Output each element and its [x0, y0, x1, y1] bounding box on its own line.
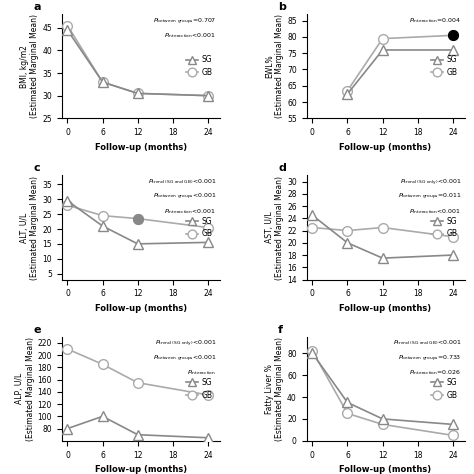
- GB: [380, 36, 385, 41]
- Text: $P_{\mathrm{between\ groups}}$<0.001: $P_{\mathrm{between\ groups}}$<0.001: [153, 354, 217, 364]
- X-axis label: Follow-up (months): Follow-up (months): [339, 465, 432, 474]
- SG: [100, 223, 105, 229]
- Text: f: f: [278, 325, 283, 335]
- Text: $P_{\mathrm{interaction}}$<0.001: $P_{\mathrm{interaction}}$<0.001: [164, 207, 217, 216]
- GB: [310, 225, 315, 230]
- GB: [135, 216, 140, 221]
- GB: [64, 23, 70, 28]
- X-axis label: Follow-up (months): Follow-up (months): [94, 465, 187, 474]
- Text: c: c: [33, 164, 40, 173]
- Line: SG: SG: [63, 196, 213, 249]
- GB: [135, 91, 140, 96]
- SG: [135, 241, 140, 246]
- SG: [380, 255, 385, 261]
- GB: [345, 410, 350, 416]
- Line: GB: GB: [308, 223, 458, 242]
- SG: [450, 421, 456, 427]
- GB: [205, 93, 211, 99]
- GB: [450, 234, 456, 239]
- GB: [64, 346, 70, 352]
- Text: $P_{\mathrm{interaction}}$: $P_{\mathrm{interaction}}$: [187, 368, 217, 377]
- SG: [64, 426, 70, 431]
- GB: [380, 421, 385, 427]
- Text: b: b: [278, 2, 286, 12]
- Line: GB: GB: [63, 201, 213, 232]
- X-axis label: Follow-up (months): Follow-up (months): [339, 143, 432, 152]
- GB: [135, 380, 140, 385]
- SG: [345, 240, 350, 246]
- Line: GB: GB: [308, 346, 458, 440]
- Text: $P_{\mathrm{between\ groups}}$<0.001: $P_{\mathrm{between\ groups}}$<0.001: [153, 192, 217, 202]
- Text: d: d: [278, 164, 286, 173]
- Legend: SG, GB: SG, GB: [183, 375, 216, 403]
- Line: SG: SG: [343, 45, 458, 99]
- Y-axis label: BMI, kg/m2
(Estimated Marginal Mean): BMI, kg/m2 (Estimated Marginal Mean): [20, 14, 39, 118]
- Y-axis label: EWL%
(Estimated Marginal Mean): EWL% (Estimated Marginal Mean): [265, 14, 284, 118]
- SG: [450, 252, 456, 258]
- Line: SG: SG: [308, 348, 458, 429]
- SG: [310, 350, 315, 356]
- GB: [100, 213, 105, 219]
- SG: [205, 93, 211, 99]
- Text: $P_{\mathrm{trend\ (SG\ only)}}$<0.001: $P_{\mathrm{trend\ (SG\ only)}}$<0.001: [400, 178, 461, 188]
- X-axis label: Follow-up (months): Follow-up (months): [94, 143, 187, 152]
- Text: $P_{\mathrm{trend\ (SG\ only)}}$<0.001: $P_{\mathrm{trend\ (SG\ only)}}$<0.001: [155, 339, 217, 349]
- SG: [135, 432, 140, 438]
- Text: $P_{\mathrm{interaction}}$=0.004: $P_{\mathrm{interaction}}$=0.004: [409, 16, 461, 25]
- SG: [100, 413, 105, 419]
- SG: [205, 435, 211, 441]
- Y-axis label: ALT, U/L
(Estimated Marginal Mean): ALT, U/L (Estimated Marginal Mean): [20, 175, 39, 280]
- Legend: SG, GB: SG, GB: [428, 52, 461, 80]
- GB: [450, 432, 456, 438]
- X-axis label: Follow-up (months): Follow-up (months): [94, 304, 187, 313]
- SG: [380, 47, 385, 53]
- Line: GB: GB: [63, 21, 213, 100]
- Legend: SG, GB: SG, GB: [183, 214, 216, 241]
- GB: [450, 33, 456, 38]
- Line: SG: SG: [63, 25, 213, 100]
- GB: [205, 392, 211, 398]
- SG: [100, 79, 105, 85]
- Line: SG: SG: [63, 411, 213, 443]
- SG: [135, 91, 140, 96]
- Y-axis label: Fatty Liver %
(Estimated Marginal Mean): Fatty Liver % (Estimated Marginal Mean): [265, 337, 284, 441]
- SG: [450, 47, 456, 53]
- GB: [205, 225, 211, 230]
- Line: GB: GB: [343, 30, 458, 95]
- Text: $P_{\mathrm{trend\ (SG\ and\ GB)}}$<0.001: $P_{\mathrm{trend\ (SG\ and\ GB)}}$<0.00…: [393, 339, 461, 347]
- Text: $P_{\mathrm{interaction}}$<0.001: $P_{\mathrm{interaction}}$<0.001: [164, 31, 217, 40]
- GB: [310, 348, 315, 354]
- SG: [310, 212, 315, 218]
- GB: [345, 88, 350, 93]
- Text: $P_{\mathrm{interaction}}$<0.001: $P_{\mathrm{interaction}}$<0.001: [409, 207, 461, 216]
- Legend: SG, GB: SG, GB: [428, 214, 461, 241]
- GB: [380, 225, 385, 230]
- SG: [345, 400, 350, 405]
- Legend: SG, GB: SG, GB: [183, 52, 216, 80]
- GB: [64, 202, 70, 208]
- Y-axis label: ALP, U/L
(Estimated Marginal Mean): ALP, U/L (Estimated Marginal Mean): [15, 337, 35, 441]
- GB: [100, 362, 105, 367]
- GB: [345, 228, 350, 233]
- Y-axis label: AST, U/L
(Estimated Marginal Mean): AST, U/L (Estimated Marginal Mean): [265, 175, 284, 280]
- Legend: SG, GB: SG, GB: [428, 375, 461, 403]
- Text: $P_{\mathrm{interaction}}$=0.026: $P_{\mathrm{interaction}}$=0.026: [409, 368, 461, 377]
- GB: [100, 79, 105, 85]
- SG: [64, 27, 70, 33]
- X-axis label: Follow-up (months): Follow-up (months): [339, 304, 432, 313]
- Text: $P_{\mathrm{between\ groups}}$=0.733: $P_{\mathrm{between\ groups}}$=0.733: [398, 354, 461, 364]
- Text: $P_{\mathrm{between\ groups}}$=0.011: $P_{\mathrm{between\ groups}}$=0.011: [398, 192, 461, 202]
- SG: [205, 239, 211, 245]
- SG: [345, 91, 350, 97]
- Line: SG: SG: [308, 210, 458, 263]
- SG: [380, 416, 385, 422]
- Line: GB: GB: [63, 344, 213, 400]
- Text: $P_{\mathrm{trend\ (SG\ and\ GB)}}$<0.001: $P_{\mathrm{trend\ (SG\ and\ GB)}}$<0.00…: [148, 178, 217, 186]
- SG: [64, 198, 70, 204]
- Text: a: a: [33, 2, 41, 12]
- Text: $P_{\mathrm{between\ groups}}$=0.707: $P_{\mathrm{between\ groups}}$=0.707: [153, 16, 217, 27]
- Text: e: e: [33, 325, 41, 335]
